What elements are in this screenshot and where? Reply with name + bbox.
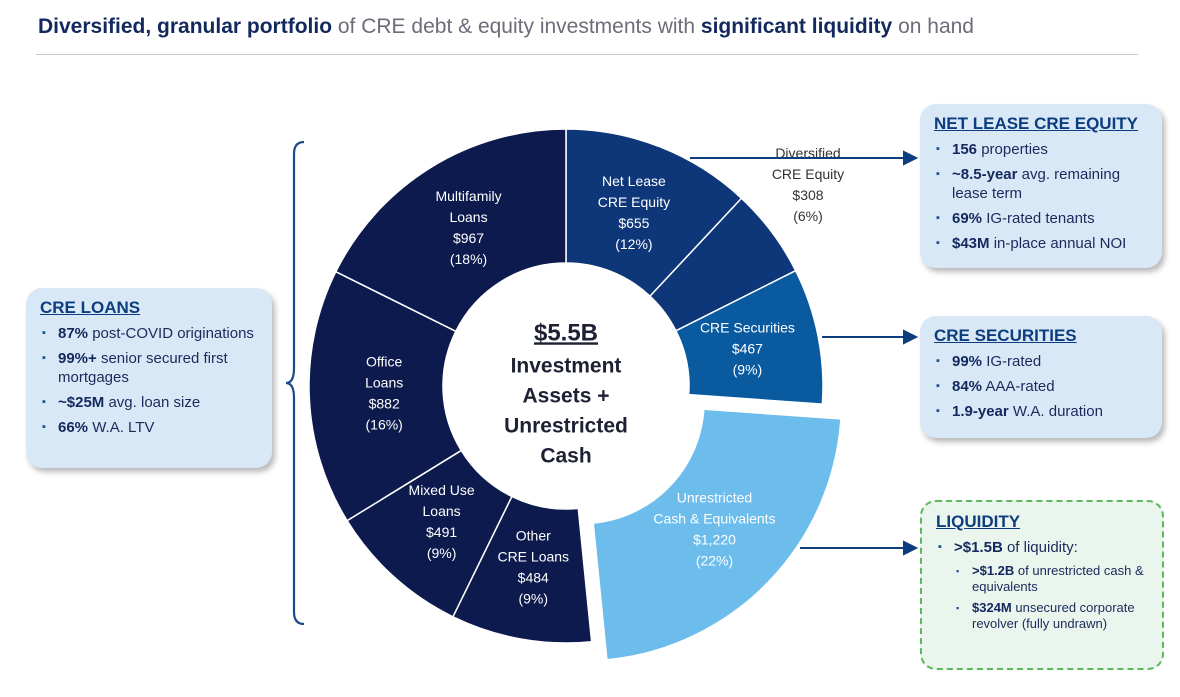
slice-data-label: (9%) bbox=[427, 545, 457, 561]
list-item: $43M in-place annual NOI bbox=[934, 234, 1148, 253]
cre-loans-box: CRE LOANS 87% post-COVID originations 99… bbox=[26, 288, 272, 468]
slice-data-label: Other bbox=[516, 527, 551, 543]
slice-data-label: (12%) bbox=[615, 236, 652, 252]
slice-data-label: CRE Equity bbox=[772, 166, 844, 182]
donut-slice bbox=[674, 269, 824, 405]
liquidity-arrowhead bbox=[903, 540, 919, 556]
donut-slice bbox=[594, 410, 841, 660]
list-item: 87% post-COVID originations bbox=[40, 324, 258, 343]
liquidity-box: LIQUIDITY >$1.5B of liquidity: >$1.2B of… bbox=[920, 500, 1164, 670]
slice-data-label: $1,220 bbox=[693, 531, 736, 547]
cre-loans-title: CRE LOANS bbox=[40, 298, 141, 317]
slice-data-label: (9%) bbox=[733, 361, 763, 377]
securities-arrowhead bbox=[903, 329, 919, 345]
slice-data-label: (18%) bbox=[450, 251, 487, 267]
slice-data-label: Office bbox=[366, 353, 403, 369]
net-lease-title: NET LEASE CRE EQUITY bbox=[934, 114, 1139, 133]
loans-brace bbox=[285, 140, 305, 626]
center-label: Unrestricted bbox=[504, 415, 628, 438]
slice-data-label: Loans bbox=[423, 503, 461, 519]
list-item: $324M unsecured corporate revolver (full… bbox=[954, 600, 1148, 632]
list-item: 84% AAA-rated bbox=[934, 377, 1148, 396]
list-item: 66% W.A. LTV bbox=[40, 418, 258, 437]
list-item: ~$25M avg. loan size bbox=[40, 393, 258, 412]
slice-data-label: (6%) bbox=[793, 208, 823, 224]
center-label: $5.5B bbox=[534, 319, 598, 346]
net-lease-arrowhead bbox=[903, 150, 919, 166]
center-label: Assets + bbox=[523, 385, 610, 408]
cre-securities-box: CRE SECURITIES 99% IG-rated 84% AAA-rate… bbox=[920, 316, 1162, 438]
center-label: Cash bbox=[540, 445, 591, 468]
slice-data-label: Mixed Use bbox=[409, 482, 475, 498]
list-item: 99% IG-rated bbox=[934, 352, 1148, 371]
page-title: Diversified, granular portfolio of CRE d… bbox=[38, 15, 974, 38]
list-item: 156 properties bbox=[934, 140, 1148, 159]
donut-slice bbox=[308, 270, 463, 522]
slice-data-label: Multifamily bbox=[435, 188, 501, 204]
slice-data-label: Loans bbox=[365, 374, 403, 390]
slice-data-label: $882 bbox=[369, 395, 400, 411]
donut-slice bbox=[334, 128, 567, 333]
list-item: 1.9-year W.A. duration bbox=[934, 402, 1148, 421]
center-label: Investment bbox=[511, 355, 622, 378]
list-item: >$1.5B of liquidity: bbox=[936, 538, 1148, 557]
slice-data-label: Loans bbox=[449, 209, 487, 225]
slice-data-label: Unrestricted bbox=[677, 489, 752, 505]
slice-data-label: $467 bbox=[732, 340, 763, 356]
list-item: 99%+ senior secured first mortgages bbox=[40, 349, 258, 387]
slice-data-label: (22%) bbox=[696, 552, 733, 568]
slice-data-label: $967 bbox=[453, 230, 484, 246]
liquidity-title: LIQUIDITY bbox=[936, 512, 1021, 531]
list-item: >$1.2B of unrestricted cash & equivalent… bbox=[954, 563, 1148, 595]
slice-data-label: $655 bbox=[618, 215, 649, 231]
slice-data-label: CRE Loans bbox=[497, 548, 569, 564]
slice-data-label: Cash & Equivalents bbox=[653, 510, 775, 526]
net-lease-box: NET LEASE CRE EQUITY 156 properties ~8.5… bbox=[920, 104, 1162, 268]
list-item: 69% IG-rated tenants bbox=[934, 209, 1148, 228]
cre-securities-title: CRE SECURITIES bbox=[934, 326, 1077, 345]
slice-data-label: (9%) bbox=[518, 590, 548, 606]
slice-data-label: (16%) bbox=[366, 416, 403, 432]
slice-data-label: $484 bbox=[518, 569, 549, 585]
list-item: ~8.5-year avg. remaining lease term bbox=[934, 165, 1148, 203]
slice-data-label: $308 bbox=[792, 187, 823, 203]
slice-data-label: CRE Equity bbox=[598, 194, 670, 210]
slice-data-label: $491 bbox=[426, 524, 457, 540]
slice-data-label: CRE Securities bbox=[700, 319, 795, 335]
slice-data-label: Net Lease bbox=[602, 173, 666, 189]
title-divider bbox=[36, 54, 1138, 55]
